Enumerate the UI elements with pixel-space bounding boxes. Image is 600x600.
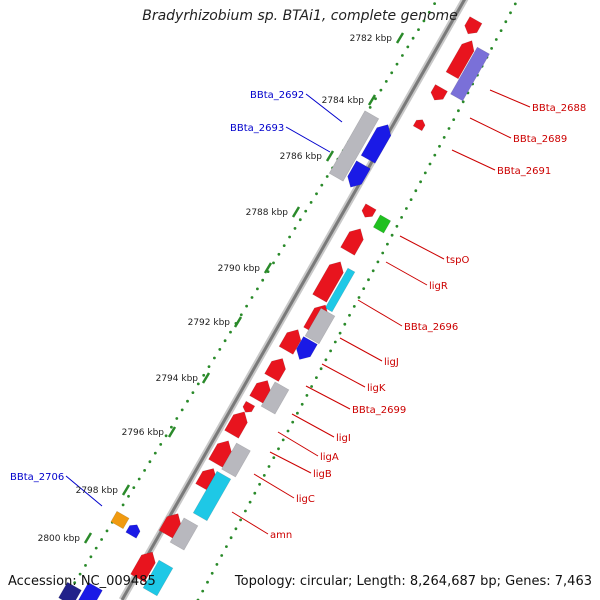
label-leader-line xyxy=(231,511,269,535)
gene-label[interactable]: BBta_2688 xyxy=(532,103,586,114)
gene-label[interactable]: ligJ xyxy=(384,357,399,368)
kbp-tick-mark xyxy=(291,206,301,218)
kbp-tick-label: 2788 kbp xyxy=(246,208,289,218)
kbp-tick-label: 2786 kbp xyxy=(280,152,323,162)
kbp-tick-label: 2784 kbp xyxy=(322,96,365,106)
gene-features xyxy=(58,16,490,600)
gene-label[interactable]: BBta_2692 xyxy=(250,90,304,101)
gene-label[interactable]: ligR xyxy=(429,281,448,292)
label-leader-line xyxy=(339,337,383,362)
label-leader-line xyxy=(277,431,319,457)
kbp-tick-label: 2782 kbp xyxy=(350,34,393,44)
genome-title: Bradyrhizobium sp. BTAi1, complete genom… xyxy=(142,8,458,24)
label-leader-line xyxy=(451,149,496,171)
label-leader-lines xyxy=(65,89,531,535)
gene-ligj xyxy=(296,336,318,360)
gene-ligb xyxy=(221,442,251,478)
label-leader-line xyxy=(291,413,335,438)
gene-bbta-2699 xyxy=(260,381,290,415)
label-leader-line xyxy=(305,385,351,410)
gene-bbta-2689 xyxy=(430,84,448,101)
gene-bbta-2706 xyxy=(110,510,130,530)
gene-bbta-2693 xyxy=(360,124,392,164)
gene-cyan-bottom xyxy=(142,559,174,597)
gene-amn xyxy=(158,513,182,539)
gene-lig-r xyxy=(340,228,364,256)
kbp-scale: 2782 kbp 2784 kbp 2786 kbp 2788 kbp 2790 kbp… xyxy=(38,32,405,544)
label-leader-line xyxy=(285,126,331,153)
gene-top-red-2 xyxy=(445,40,475,80)
kbp-tick-mark xyxy=(367,94,377,106)
gene-label[interactable]: ligI xyxy=(336,433,351,444)
kbp-tick-label: 2792 kbp xyxy=(188,318,231,328)
gene-red-4 xyxy=(249,380,271,404)
kbp-tick-label: 2794 kbp xyxy=(156,374,199,384)
gene-bottom-blue-2 xyxy=(78,582,103,600)
gene-ligc xyxy=(192,470,232,522)
label-leader-line xyxy=(489,89,531,108)
label-leader-line xyxy=(357,299,403,327)
label-leader-line xyxy=(305,93,343,123)
kbp-tick-mark xyxy=(83,532,93,544)
gene-label[interactable]: amn xyxy=(270,530,292,541)
gene-blue-2706 xyxy=(125,524,141,539)
gene-label[interactable]: tspO xyxy=(446,255,469,266)
topology-text: Topology: circular; Length: 8,264,687 bp… xyxy=(234,574,592,589)
kbp-tick-mark xyxy=(201,372,211,384)
kbp-tick-mark xyxy=(233,316,243,328)
kbp-tick-mark xyxy=(325,150,335,162)
gene-bottom-blue xyxy=(58,581,82,600)
kbp-tick-label: 2796 kbp xyxy=(122,428,165,438)
gene-ligk xyxy=(264,358,286,382)
gene-bbta-2696 xyxy=(324,267,356,313)
gene-liga xyxy=(208,440,232,468)
label-leader-line xyxy=(321,363,366,388)
gene-red-small-1 xyxy=(361,203,377,218)
gene-labels: BBta_2688 BBta_2689 BBta_2691 BBta_2692 BBta… xyxy=(10,90,586,541)
gene-gray-2 xyxy=(304,307,336,345)
gene-red-5 xyxy=(242,400,256,413)
gene-label[interactable]: BBta_2706 xyxy=(10,472,64,483)
gene-label[interactable]: ligB xyxy=(313,469,332,480)
outer-right-dots xyxy=(196,2,517,600)
kbp-tick-label: 2800 kbp xyxy=(38,534,81,544)
gene-blue-small xyxy=(347,160,371,188)
label-leader-line xyxy=(65,475,103,507)
gene-label[interactable]: ligK xyxy=(367,383,386,394)
gene-gray-amn xyxy=(169,517,199,551)
gene-label[interactable]: ligA xyxy=(320,452,339,463)
gene-label[interactable]: ligC xyxy=(296,494,315,505)
accession-text: Accession: NC_009485 xyxy=(8,574,156,589)
label-leader-line xyxy=(269,451,312,474)
gene-bbta-2691 xyxy=(412,119,426,132)
genome-backbone xyxy=(118,0,469,600)
label-leader-line xyxy=(399,235,445,260)
gene-label[interactable]: BBta_2696 xyxy=(404,322,458,333)
gene-label[interactable]: BBta_2691 xyxy=(497,166,551,177)
gene-bbta-2688 xyxy=(450,46,490,102)
gene-ligi xyxy=(224,411,248,439)
kbp-tick-mark xyxy=(395,32,405,44)
kbp-tick-mark xyxy=(263,262,273,274)
gene-top-red-1 xyxy=(464,16,483,35)
label-leader-line xyxy=(385,261,428,286)
gene-bbta-2692 xyxy=(328,110,380,182)
kbp-tick-label: 2798 kbp xyxy=(76,486,119,496)
gene-red-bottom xyxy=(130,551,156,583)
kbp-tick-mark xyxy=(167,426,177,438)
kbp-tick-label: 2790 kbp xyxy=(218,264,261,274)
kbp-tick-mark xyxy=(121,484,131,496)
gene-tspo xyxy=(372,214,392,234)
gene-label[interactable]: BBta_2693 xyxy=(230,123,284,134)
gene-label[interactable]: BBta_2699 xyxy=(352,405,406,416)
gene-ligj-a xyxy=(278,329,302,355)
label-leader-line xyxy=(469,117,512,139)
gene-bbta-2696-a xyxy=(312,261,344,303)
gene-label[interactable]: BBta_2689 xyxy=(513,134,567,145)
label-leader-line xyxy=(253,473,295,499)
